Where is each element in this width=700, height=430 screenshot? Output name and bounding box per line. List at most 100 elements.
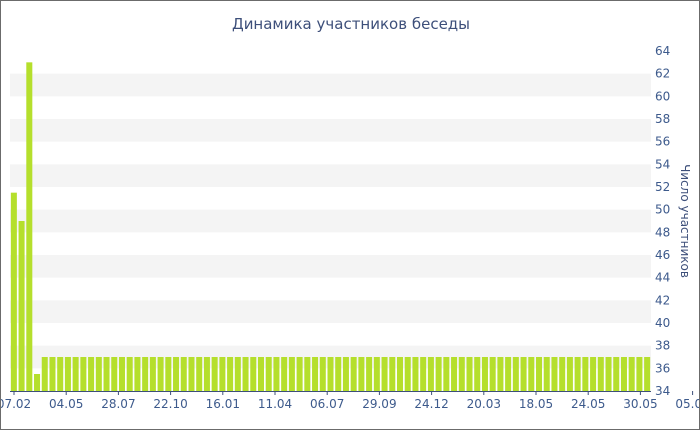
- bar: [312, 357, 319, 391]
- bar: [528, 357, 535, 391]
- bar: [72, 357, 79, 391]
- grid-band: [10, 209, 651, 233]
- x-tick-label: 16.01: [206, 397, 240, 411]
- y-tick-label: 64: [655, 44, 670, 58]
- y-tick-label: 46: [655, 248, 670, 262]
- bar: [590, 357, 597, 391]
- bar: [574, 357, 581, 391]
- grid-band: [10, 119, 651, 142]
- x-tick-label: 04.05: [49, 397, 83, 411]
- bar: [103, 357, 110, 391]
- bar: [211, 357, 218, 391]
- bar: [327, 357, 334, 391]
- x-axis-ticks: 07.02 04.05 28.07 22.10 16.01 11.04 06.07 29.09…: [1, 391, 699, 411]
- bar: [458, 357, 465, 391]
- bar: [644, 357, 651, 391]
- bar: [288, 357, 295, 391]
- bar: [451, 357, 458, 391]
- bar: [80, 357, 87, 391]
- bar: [10, 192, 17, 391]
- grid-bands: [10, 73, 651, 369]
- y-tick-label: 44: [655, 271, 670, 285]
- bar: [366, 357, 373, 391]
- bar: [88, 357, 95, 391]
- bar: [180, 357, 187, 391]
- bar: [443, 357, 450, 391]
- bar: [489, 357, 496, 391]
- bar: [265, 357, 272, 391]
- bar: [389, 357, 396, 391]
- x-tick-label: 30.05: [623, 397, 657, 411]
- bar: [196, 357, 203, 391]
- bar: [520, 357, 527, 391]
- bar: [342, 357, 349, 391]
- bar: [111, 357, 118, 391]
- bar: [350, 357, 357, 391]
- bar: [497, 357, 504, 391]
- bar: [49, 357, 56, 391]
- bar: [559, 357, 566, 391]
- bar: [149, 357, 156, 391]
- y-tick-label: 58: [655, 112, 670, 126]
- x-tick-label: 05.06: [675, 397, 699, 411]
- grid-band: [10, 255, 651, 278]
- grid-band: [10, 73, 651, 97]
- bar: [435, 357, 442, 391]
- x-tick-label: 24.12: [414, 397, 448, 411]
- bar: [250, 357, 257, 391]
- y-tick-label: 50: [655, 203, 670, 217]
- x-tick-label: 11.04: [258, 397, 292, 411]
- bar: [597, 357, 604, 391]
- x-tick-label: 06.07: [310, 397, 344, 411]
- bar: [505, 357, 512, 391]
- bar: [227, 357, 234, 391]
- bar: [142, 357, 149, 391]
- bar: [41, 357, 48, 391]
- y-tick-label: 60: [655, 89, 670, 103]
- bar: [412, 357, 419, 391]
- bar: [188, 357, 195, 391]
- x-tick-label: 20.03: [467, 397, 501, 411]
- bar: [118, 357, 125, 391]
- bar: [381, 357, 388, 391]
- bar: [373, 357, 380, 391]
- y-tick-label: 34: [655, 384, 670, 398]
- bar: [536, 357, 543, 391]
- bar: [466, 357, 473, 391]
- bar: [613, 357, 620, 391]
- bar: [34, 374, 41, 391]
- x-tick-label: 22.10: [153, 397, 187, 411]
- y-tick-label: 56: [655, 135, 670, 149]
- bar-series: [10, 62, 651, 391]
- bar: [203, 357, 210, 391]
- bar: [95, 357, 102, 391]
- bar: [474, 357, 481, 391]
- y-tick-label: 42: [655, 293, 670, 307]
- bar: [257, 357, 264, 391]
- bar: [64, 357, 71, 391]
- y-tick-label: 52: [655, 180, 670, 194]
- bar: [605, 357, 612, 391]
- bar: [628, 357, 635, 391]
- y-tick-label: 36: [655, 361, 670, 375]
- x-tick-label: 18.05: [519, 397, 553, 411]
- bar: [481, 357, 488, 391]
- bar: [165, 357, 172, 391]
- bar: [304, 357, 311, 391]
- bar: [57, 357, 64, 391]
- bar: [26, 62, 33, 391]
- y-tick-label: 54: [655, 157, 670, 171]
- bar: [335, 357, 342, 391]
- y-tick-label: 40: [655, 316, 670, 330]
- y-tick-label: 62: [655, 67, 670, 81]
- bar: [512, 357, 519, 391]
- bar: [18, 221, 25, 391]
- y-axis-ticks: 34 36 38 40 42 44 46 48 50 52 54 56 58 60 62 64: [655, 44, 670, 398]
- bar: [404, 357, 411, 391]
- grid-band: [10, 164, 651, 187]
- chart-title: Динамика участников беседы: [232, 15, 470, 33]
- bar: [582, 357, 589, 391]
- bar: [219, 357, 226, 391]
